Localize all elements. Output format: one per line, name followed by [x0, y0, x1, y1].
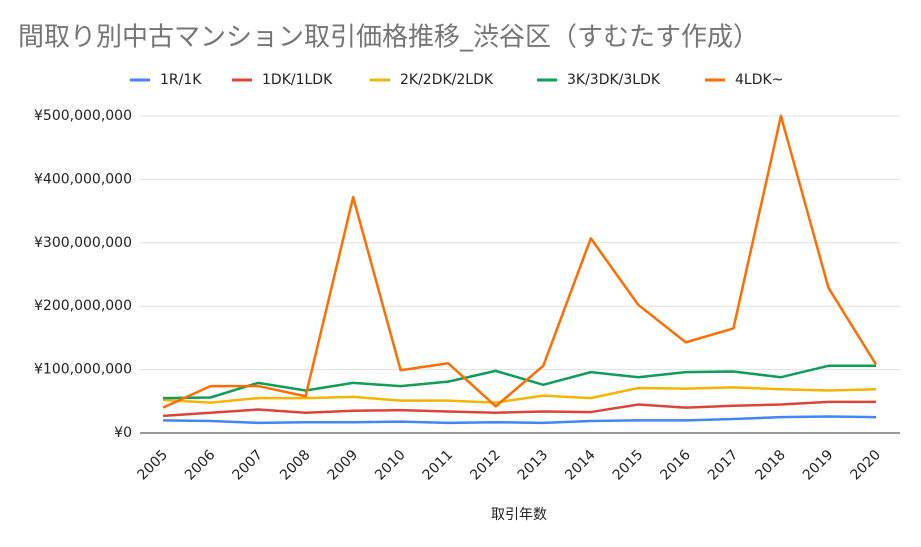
chart-title: 間取り別中古マンション取引価格推移_渋谷区（すむたす作成）	[18, 23, 759, 53]
x-tick-label: 2018	[752, 447, 789, 484]
legend-label: 4LDK~	[735, 72, 783, 88]
y-tick-label: ¥100,000,000	[34, 362, 132, 378]
series-line	[162, 386, 877, 404]
y-tick-label: ¥0	[114, 425, 132, 441]
x-tick-label: 2011	[420, 447, 457, 484]
x-tick-label: 2006	[182, 447, 219, 484]
x-tick-label: 2010	[372, 447, 409, 484]
x-tick-label: 2020	[847, 447, 884, 484]
series-line	[162, 400, 876, 418]
x-tick-label: 2013	[515, 447, 552, 484]
series-line	[162, 415, 877, 425]
legend-label: 3K/3DK/3LDK	[567, 72, 661, 88]
x-tick-label: 2017	[705, 447, 742, 484]
x-tick-label: 2014	[562, 447, 599, 484]
x-tick-label: 2008	[277, 447, 314, 484]
x-tick-label: 2012	[467, 447, 504, 484]
legend-label: 1R/1K	[160, 72, 202, 88]
series-line	[162, 114, 878, 409]
x-axis-label: 取引年数	[491, 507, 547, 523]
x-tick-label: 2007	[230, 447, 267, 484]
series-line	[162, 364, 876, 400]
x-tick-label: 2016	[657, 447, 694, 484]
x-tick-label: 2015	[610, 447, 647, 484]
legend-label: 2K/2DK/2LDK	[400, 72, 494, 88]
x-tick-label: 2005	[134, 447, 171, 484]
x-tick-label: 2019	[800, 447, 837, 484]
x-tick-label: 2009	[325, 447, 362, 484]
y-tick-label: ¥400,000,000	[34, 171, 132, 187]
y-tick-label: ¥300,000,000	[34, 235, 132, 251]
y-tick-label: ¥500,000,000	[34, 108, 132, 124]
y-tick-label: ¥200,000,000	[34, 298, 132, 314]
legend-label: 1DK/1LDK	[262, 72, 333, 88]
